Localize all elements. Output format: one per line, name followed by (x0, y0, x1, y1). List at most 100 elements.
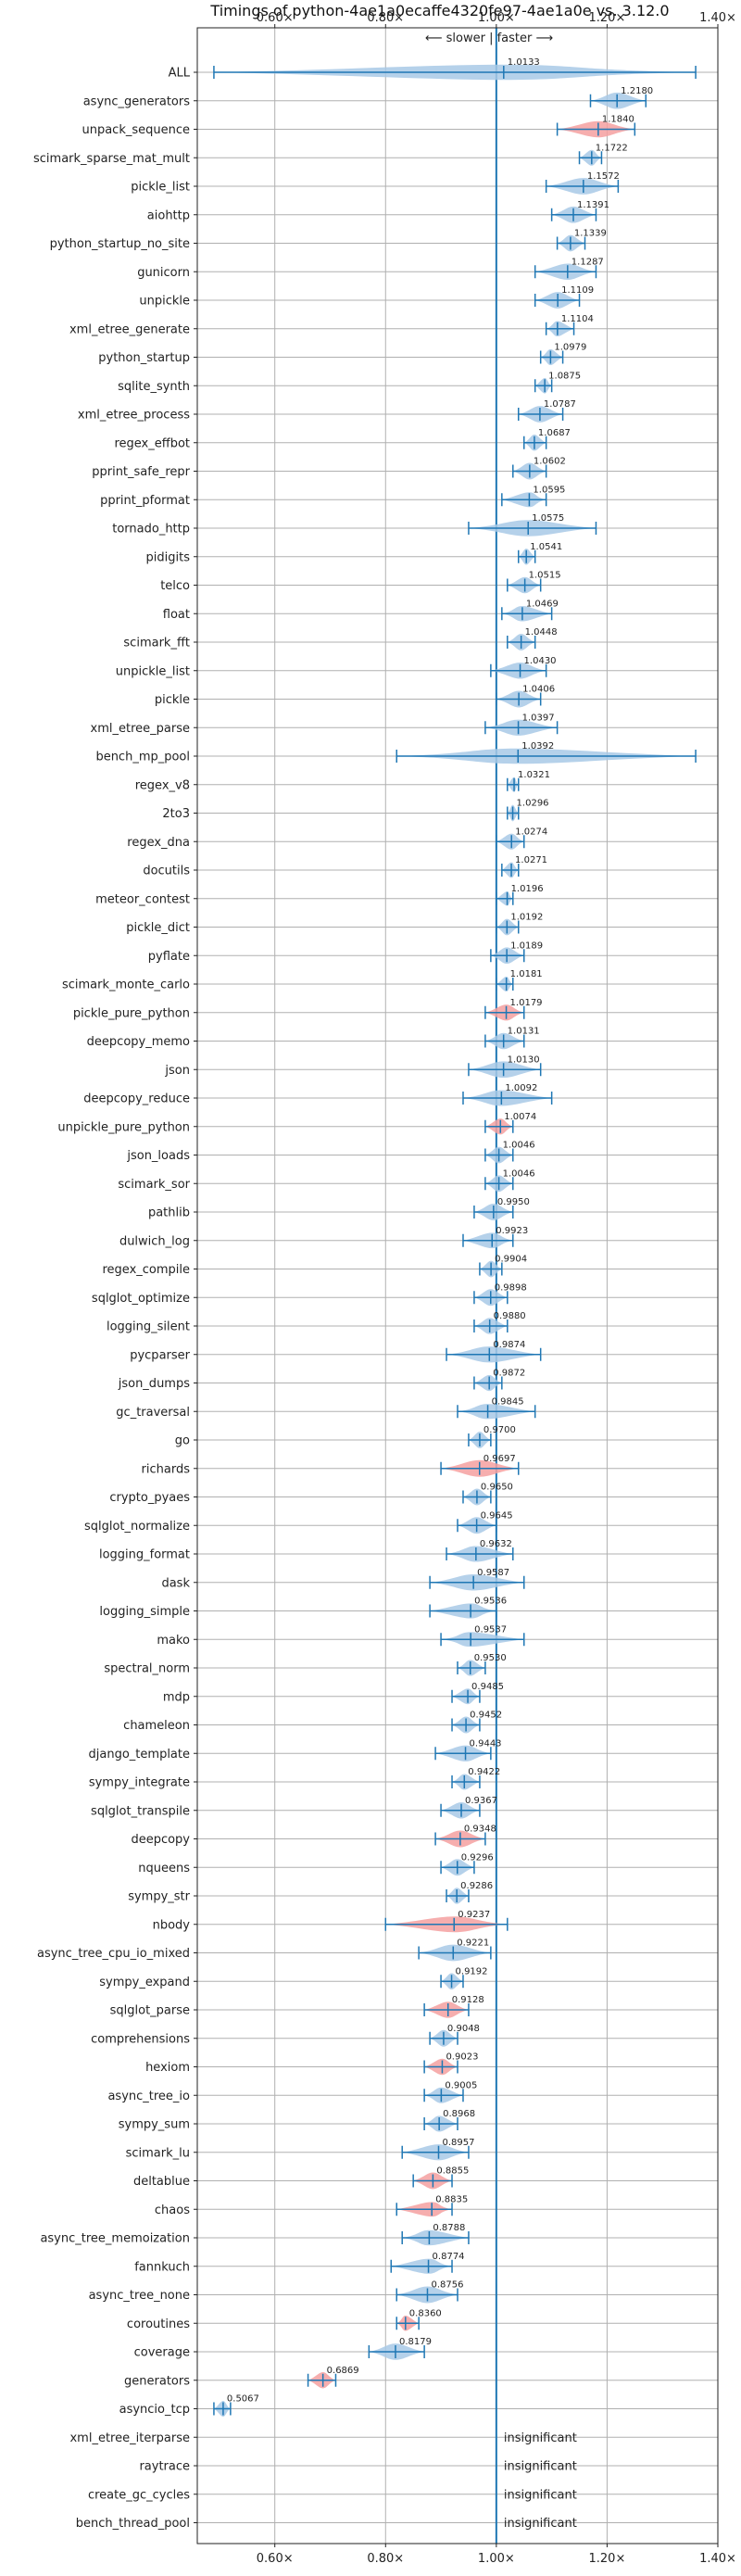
x-tick-label-bottom: 1.20× (589, 2552, 626, 2566)
value-label: 0.9348 (464, 1825, 496, 1835)
category-label: crypto_pyaes (109, 1491, 190, 1505)
category-label: go (175, 1434, 190, 1448)
category-label: sqlite_synth (118, 380, 190, 394)
value-label: 0.9874 (493, 1340, 525, 1350)
insignificant-label: insignificant (504, 2431, 577, 2445)
value-label: 0.5067 (227, 2394, 259, 2405)
category-label: json_loads (126, 1149, 190, 1163)
value-label: 0.9950 (497, 1197, 530, 1207)
value-label: 0.8360 (409, 2308, 442, 2318)
value-label: 0.9530 (474, 1653, 507, 1663)
category-label: telco (160, 579, 190, 593)
category-label: chaos (155, 2203, 190, 2217)
value-label: 1.0787 (544, 399, 576, 410)
direction-annotation: ⟵ slower | faster ⟶ (425, 32, 553, 45)
value-label: 1.1840 (602, 115, 634, 125)
category-label: regex_effbot (114, 436, 190, 450)
value-label: 1.1109 (561, 285, 594, 296)
value-label: 0.9443 (470, 1738, 502, 1749)
category-label: hexiom (145, 2061, 190, 2075)
value-label: 1.1572 (587, 171, 620, 182)
value-label: 1.0575 (532, 513, 564, 524)
value-label: 0.9296 (461, 1852, 494, 1863)
category-label: sympy_integrate (89, 1776, 190, 1790)
value-label: 1.0687 (538, 428, 571, 438)
category-label: pickle (155, 693, 190, 707)
category-label: python_startup (98, 351, 190, 365)
category-label: bench_mp_pool (95, 751, 190, 764)
category-label: xml_etree_process (78, 409, 190, 423)
value-label: 1.0979 (554, 343, 586, 353)
category-label: sympy_sum (119, 2118, 190, 2132)
x-tick-label-top: 0.80× (367, 11, 404, 25)
value-label: 1.0271 (515, 855, 547, 865)
category-label: sqlglot_transpile (91, 1804, 190, 1818)
category-label: regex_dna (127, 836, 190, 850)
value-label: 1.0875 (548, 371, 581, 381)
x-tick-label-bottom: 0.80× (367, 2552, 404, 2566)
value-label: 1.0092 (505, 1083, 537, 1093)
category-label: python_startup_no_site (50, 237, 190, 251)
category-label: docutils (143, 865, 190, 878)
category-label: unpack_sequence (82, 123, 190, 137)
value-label: 0.9700 (484, 1425, 516, 1435)
value-label: 0.9005 (445, 2080, 477, 2090)
category-label: 2to3 (162, 807, 190, 821)
category-label: sympy_str (128, 1890, 190, 1904)
chart-title: Timings of python-4ae1a0ecaffe4320fe97-4… (209, 2, 669, 19)
category-label: dask (161, 1576, 190, 1590)
value-label: 0.9536 (474, 1597, 507, 1607)
category-label: float (163, 608, 190, 622)
category-label: gunicorn (137, 266, 190, 280)
category-label: regex_compile (102, 1263, 190, 1277)
category-label: generators (124, 2374, 190, 2388)
value-label: 0.9872 (493, 1369, 525, 1379)
category-label: regex_v8 (135, 778, 190, 792)
x-tick-label-top: 1.00× (478, 11, 515, 25)
category-label: scimark_sparse_mat_mult (33, 152, 190, 166)
value-label: 0.9367 (465, 1796, 497, 1806)
value-label: 0.9645 (481, 1510, 513, 1521)
category-label: pycparser (130, 1348, 190, 1362)
value-label: 1.0133 (508, 57, 540, 68)
category-label: pprint_pformat (100, 494, 190, 508)
value-label: 1.0541 (530, 542, 562, 552)
value-label: 1.0430 (524, 656, 557, 666)
plot-frame (196, 27, 719, 2544)
category-label: pidigits (146, 550, 191, 564)
value-label: 1.1104 (561, 314, 594, 324)
category-label: richards (142, 1462, 191, 1476)
value-label: 0.9192 (456, 1966, 488, 1976)
category-label: async_tree_none (89, 2289, 190, 2303)
value-label: 0.8179 (399, 2337, 432, 2347)
value-label: 0.9221 (457, 1938, 489, 1949)
value-label: 1.0189 (510, 941, 543, 951)
value-label: 1.0181 (510, 969, 543, 979)
category-label: pyflate (148, 950, 190, 964)
value-label: 1.0046 (503, 1141, 535, 1151)
category-label: unpickle_list (116, 664, 190, 678)
category-label: gc_traversal (116, 1406, 190, 1420)
category-label: asyncio_tcp (119, 2403, 190, 2417)
x-tick-label-bottom: 0.60× (257, 2552, 294, 2566)
value-label: 0.8968 (443, 2109, 475, 2119)
value-label: 0.8756 (431, 2280, 463, 2291)
category-label: pathlib (148, 1206, 190, 1220)
category-label: pickle_pure_python (73, 1006, 190, 1020)
category-label: meteor_contest (95, 892, 190, 906)
category-label: mdp (163, 1690, 190, 1704)
category-label: pprint_safe_repr (92, 465, 190, 479)
category-label: scimark_sor (118, 1178, 190, 1192)
category-label: sympy_expand (99, 1976, 190, 1989)
category-label: xml_etree_parse (91, 722, 190, 736)
value-label: 0.9485 (471, 1682, 504, 1692)
value-label: 1.0602 (534, 457, 566, 467)
value-label: 1.0469 (526, 599, 559, 609)
value-label: 0.8957 (442, 2138, 474, 2148)
category-label: deepcopy_reduce (83, 1092, 190, 1106)
category-label: nqueens (138, 1862, 190, 1875)
value-label: 0.9650 (481, 1483, 513, 1493)
category-label: unpickle_pure_python (57, 1120, 190, 1134)
